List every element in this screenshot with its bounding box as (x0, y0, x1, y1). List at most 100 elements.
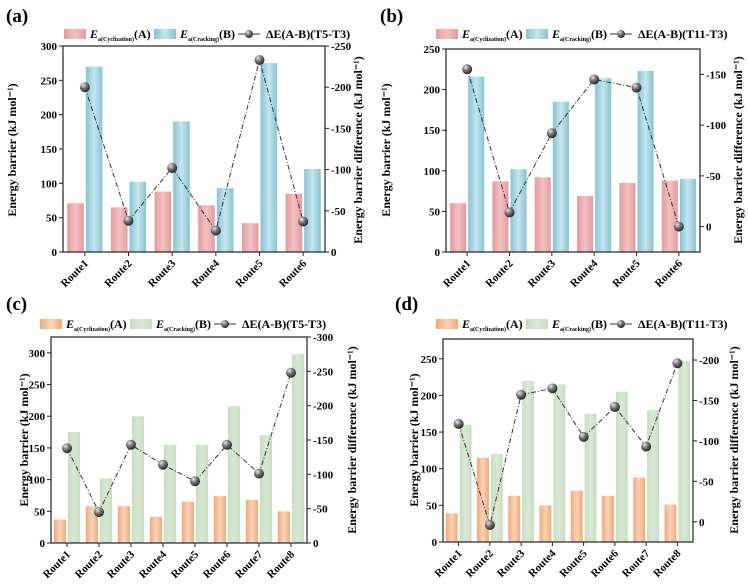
bar-cyclization (67, 203, 84, 252)
y-tick-label: 150 (41, 144, 58, 156)
y-tick-label: 250 (29, 380, 46, 392)
y2-tick-label: -50 (699, 476, 714, 488)
legend: Ea(Cyclization)(A) Ea(Cracking)(B) ΔE(A-B)… (64, 27, 350, 43)
panel-label: (d) (395, 294, 418, 315)
y2-tick-label: -100 (706, 120, 727, 132)
difference-marker (453, 418, 464, 429)
legend-label: Ea(Cracking)(B) (179, 27, 235, 43)
bar-cracking (68, 432, 81, 543)
legend-swatch (436, 29, 458, 39)
y-tick-label: 50 (34, 506, 46, 518)
y-tick-label: 50 (426, 500, 438, 512)
plot-frame (445, 48, 701, 253)
bar-cyclization (277, 511, 290, 543)
y-tick-label: 100 (29, 475, 46, 487)
legend-marker (221, 320, 229, 328)
x-tick-label: Route1 (59, 258, 91, 290)
legend-swatch (64, 29, 86, 39)
y2-tick-label: -200 (313, 401, 334, 413)
y-tick-label: 100 (424, 166, 441, 178)
y2-tick-label: -100 (699, 436, 720, 448)
difference-marker (504, 207, 515, 218)
x-tick-label: Route5 (610, 257, 643, 290)
legend-swatch (130, 319, 152, 329)
y-tick-label: 300 (41, 41, 58, 53)
x-tick-label: Route6 (201, 548, 234, 581)
panel-label: (c) (6, 294, 27, 315)
legend-marker (245, 30, 253, 38)
y2-tick-label: -250 (313, 366, 334, 378)
difference-marker (79, 82, 90, 93)
bar-cracking (173, 121, 190, 253)
y2-tick-label: 0 (706, 222, 712, 234)
bar-cracking (647, 410, 659, 542)
x-tick-label: Route4 (568, 257, 601, 290)
bar-cyclization (110, 207, 128, 252)
x-tick-label: Route8 (265, 548, 298, 581)
bar-cyclization (577, 195, 594, 252)
legend-label: ΔE(A-B)(T11-T3) (638, 317, 728, 331)
difference-line (66, 372, 292, 514)
bar-cracking (164, 444, 177, 543)
y2-tick-label: -150 (699, 395, 720, 407)
legend-label: Ea(Cyclization)(A) (65, 317, 127, 333)
y-tick-label: 50 (46, 213, 58, 225)
x-tick-label: Route7 (233, 548, 266, 581)
legend-marker (617, 30, 625, 38)
x-tick-label: Route5 (233, 257, 266, 290)
bar-cracking (129, 181, 147, 252)
y-tick-label: 150 (29, 443, 46, 455)
bar-cracking (100, 478, 113, 543)
x-tick-label: Route4 (526, 547, 559, 580)
difference-marker (94, 507, 104, 518)
legend-swatch (526, 29, 548, 39)
bar-cyclization (539, 505, 552, 542)
panel-a: (a) Ea(Cyclization)(A) Ea(Cracking)(B) ΔE(A… (5, 6, 365, 290)
difference-marker (298, 216, 309, 227)
y-tick-label: 150 (424, 125, 441, 137)
y2-tick-label: -150 (331, 123, 352, 135)
y-tick-label: 0 (40, 538, 46, 550)
bar-cracking (522, 380, 534, 542)
y-tick-label: 0 (432, 537, 438, 549)
legend-label: ΔE(A-B)(T5-T3) (266, 27, 350, 41)
panel-d: (d) Ea(Cyclization)(A) Ea(Cracking)(B) ΔE(A… (395, 294, 741, 580)
legend: Ea(Cyclization)(A) Ea(Cracking)(B) ΔE(A-B)… (436, 317, 728, 333)
difference-marker (589, 74, 600, 85)
bar-cyclization (661, 180, 678, 252)
y2-axis-label: Energy barrier difference (kJ mol⁻¹) (727, 346, 741, 533)
y-tick-label: 200 (424, 85, 441, 97)
bar-cyclization (245, 499, 258, 543)
legend-swatch (526, 319, 548, 329)
x-tick-label: Route1 (441, 258, 473, 290)
y2-tick-label: -200 (699, 355, 720, 367)
y-tick-label: 200 (421, 390, 438, 402)
bar-cyclization (181, 501, 194, 543)
legend-swatch (154, 29, 176, 39)
bar-cyclization (154, 191, 172, 252)
bar-cyclization (633, 477, 646, 542)
bar-cyclization (198, 205, 215, 252)
y2-axis-label: Energy barrier difference (kJ mol⁻¹) (351, 56, 365, 243)
y-tick-label: 200 (29, 411, 46, 423)
y2-tick-label: -50 (706, 171, 721, 183)
x-tick-label: Route5 (557, 547, 590, 580)
difference-marker (254, 468, 264, 479)
bar-cracking (196, 444, 209, 543)
y2-tick-label: -100 (313, 469, 334, 481)
x-tick-label: Route6 (589, 547, 622, 580)
legend-marker (617, 320, 625, 328)
y2-tick-label: -50 (313, 504, 328, 516)
legend: Ea(Cyclization)(A) Ea(Cracking)(B) ΔE(A-B)… (40, 317, 326, 333)
difference-marker (547, 383, 558, 394)
bar-cyclization (619, 182, 636, 252)
y-tick-label: 0 (435, 247, 441, 259)
bar-cracking (304, 168, 321, 252)
difference-marker (484, 520, 495, 531)
legend-label: Ea(Cyclization)(A) (461, 27, 523, 43)
bar-cyclization (534, 177, 551, 252)
x-tick-label: Route6 (653, 257, 686, 290)
difference-marker (609, 401, 620, 412)
legend-swatch (436, 319, 458, 329)
